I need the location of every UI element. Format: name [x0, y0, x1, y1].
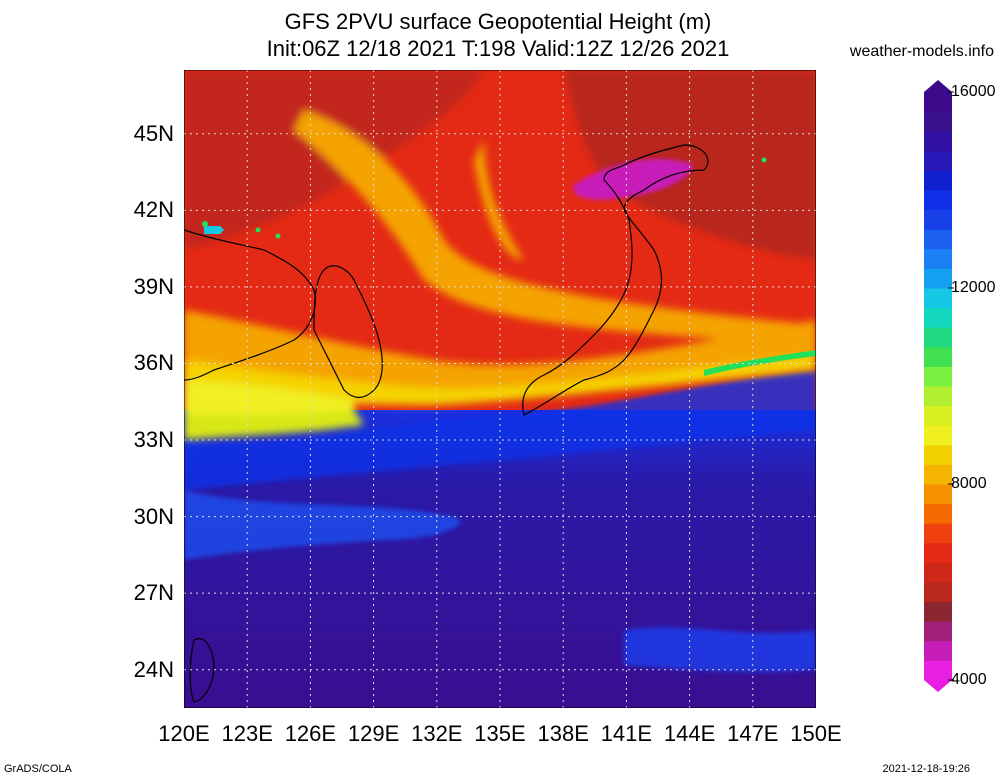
lon-tick-label: 132E [411, 721, 463, 746]
title-line-1: GFS 2PVU surface Geopotential Height (m) [284, 9, 712, 34]
coastline-korea [313, 265, 383, 399]
lat-tick-label: 33N [133, 427, 174, 453]
colorbar-segment [924, 288, 952, 309]
site-label: weather-models.info [849, 43, 994, 60]
colorbar-segment [924, 464, 952, 485]
footer-timestamp: 2021-12-18-19:26 [882, 763, 970, 775]
lon-tick-label: 141E [600, 721, 653, 746]
colorbar-segment [924, 327, 952, 348]
lon-tick-label: 123E [221, 721, 273, 746]
coastline-taiwan [189, 638, 215, 703]
magenta-low [573, 158, 694, 200]
colorbar-segment [924, 170, 952, 191]
colorbar-segment [924, 111, 952, 132]
coastlines [184, 144, 709, 703]
colorbar-segment [924, 229, 952, 250]
colorbar-segment [924, 425, 952, 446]
coastline-japan [522, 144, 709, 416]
colorbar-segment [924, 444, 952, 465]
lat-tick-label: 30N [133, 503, 174, 529]
colorbar-segment [924, 601, 952, 622]
colorbar-segment [924, 248, 952, 269]
gridlines [184, 70, 816, 708]
colorbar-segment [924, 405, 952, 426]
colorbar-segment [924, 92, 952, 113]
colorbar-bottom-arrow [924, 680, 952, 692]
lon-tick-label: 147E [727, 721, 779, 746]
lat-tick-label: 45N [133, 120, 174, 146]
colorbar-segment [924, 523, 952, 544]
colorbar-segment [924, 542, 952, 563]
footer-credit: GrADS/COLA [4, 763, 72, 775]
colorbar-segment [924, 190, 952, 211]
colorbar-segment [924, 621, 952, 642]
colorbar-segment [924, 660, 952, 681]
field-north-bands [184, 70, 816, 440]
colorbar-segment [924, 346, 952, 367]
lon-tick-label: 120E [158, 721, 210, 746]
colorbar-segment [924, 366, 952, 387]
colorbar-label: 4000 [951, 671, 987, 688]
lat-tick-label: 27N [133, 580, 174, 606]
colorbar [924, 80, 954, 692]
lat-tick-label: 39N [133, 273, 174, 299]
lon-tick-label: 144E [663, 721, 716, 746]
lon-tick-label: 126E [284, 721, 337, 746]
map-canvas [184, 70, 816, 708]
lat-tick-label: 36N [133, 350, 174, 376]
colorbar-segment [924, 307, 952, 328]
colorbar-segment [924, 640, 952, 661]
colorbar-segment [924, 131, 952, 152]
colorbar-segment [924, 209, 952, 230]
colorbar-segment [924, 484, 952, 505]
colorbar-segments [924, 80, 952, 692]
colorbar-segment [924, 562, 952, 583]
colorbar-ticks [948, 91, 954, 681]
colorbar-label: 16000 [951, 83, 996, 100]
coastline-china [184, 229, 316, 381]
colorbar-segment [924, 268, 952, 289]
map-panel [184, 70, 816, 708]
lon-tick-label: 129E [347, 721, 400, 746]
colorbar-segment [924, 150, 952, 171]
lat-tick-label: 42N [133, 197, 174, 223]
lon-tick-label: 150E [790, 721, 842, 746]
title-line-2: Init:06Z 12/18 2021 T:198 Valid:12Z 12/2… [266, 36, 730, 61]
colorbar-segment [924, 582, 952, 603]
lat-tick-label: 24N [133, 656, 174, 682]
colorbar-label: 8000 [951, 475, 987, 492]
colorbar-segment [924, 503, 952, 524]
colorbar-label: 12000 [951, 279, 996, 296]
colorbar-top-arrow [924, 80, 952, 92]
lon-tick-label: 138E [537, 721, 589, 746]
colorbar-segment [924, 386, 952, 407]
lon-tick-label: 135E [474, 721, 526, 746]
